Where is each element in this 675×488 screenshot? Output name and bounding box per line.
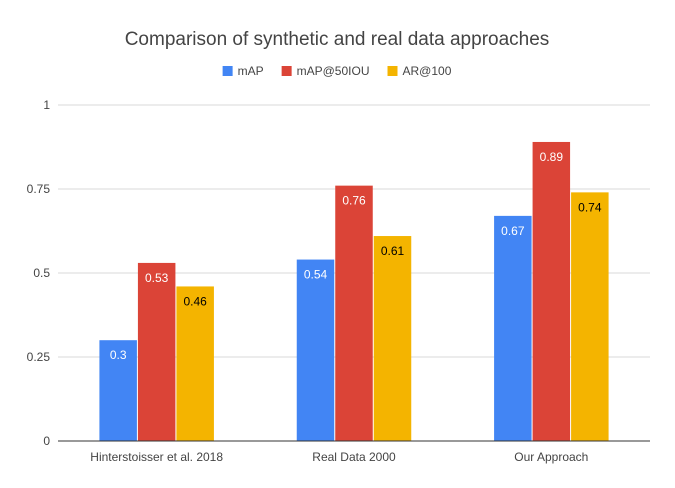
legend-label: mAP (238, 64, 264, 78)
y-tick-label: 1 (43, 98, 50, 112)
data-label: 0.54 (304, 268, 328, 282)
bar (532, 141, 571, 441)
x-tick-label: Real Data 2000 (312, 450, 396, 464)
y-axis-ticks: 0 0.25 0.5 0.75 1 (27, 98, 51, 448)
y-tick-label: 0.25 (27, 350, 51, 364)
bar (176, 286, 214, 441)
data-label: 0.46 (183, 294, 207, 308)
data-label: 0.67 (501, 224, 525, 238)
legend-swatch (281, 66, 292, 76)
data-label: 0.89 (540, 150, 564, 164)
data-label: 0.53 (145, 271, 169, 285)
legend-swatch (387, 66, 398, 76)
y-tick-label: 0.5 (33, 266, 50, 280)
x-tick-label: Our Approach (514, 450, 588, 464)
bar (296, 259, 335, 441)
legend-swatch (222, 66, 233, 76)
x-tick-label: Hinterstoisser et al. 2018 (90, 450, 223, 464)
legend-label: AR@100 (403, 64, 452, 78)
bar (137, 262, 176, 441)
bar (335, 185, 373, 441)
data-label: 0.61 (381, 244, 405, 258)
data-label: 0.74 (578, 200, 602, 214)
y-tick-label: 0 (43, 434, 50, 448)
data-labels: 0.3 0.53 0.46 0.54 0.76 0.61 0.67 0.89 0.74 (110, 150, 602, 362)
bar (373, 236, 412, 441)
bar (99, 340, 137, 441)
chart-title: Comparison of synthetic and real data ap… (125, 29, 550, 50)
legend: mAP mAP@50IOU AR@100 (222, 64, 452, 78)
data-label: 0.76 (342, 194, 366, 208)
bar (571, 192, 609, 441)
legend-label: mAP@50IOU (297, 64, 370, 78)
x-axis-ticks: Hinterstoisser et al. 2018 Real Data 2000… (90, 450, 588, 464)
y-tick-label: 0.75 (27, 182, 51, 196)
bars (99, 141, 609, 441)
data-label: 0.3 (110, 348, 127, 362)
bar (494, 215, 532, 441)
